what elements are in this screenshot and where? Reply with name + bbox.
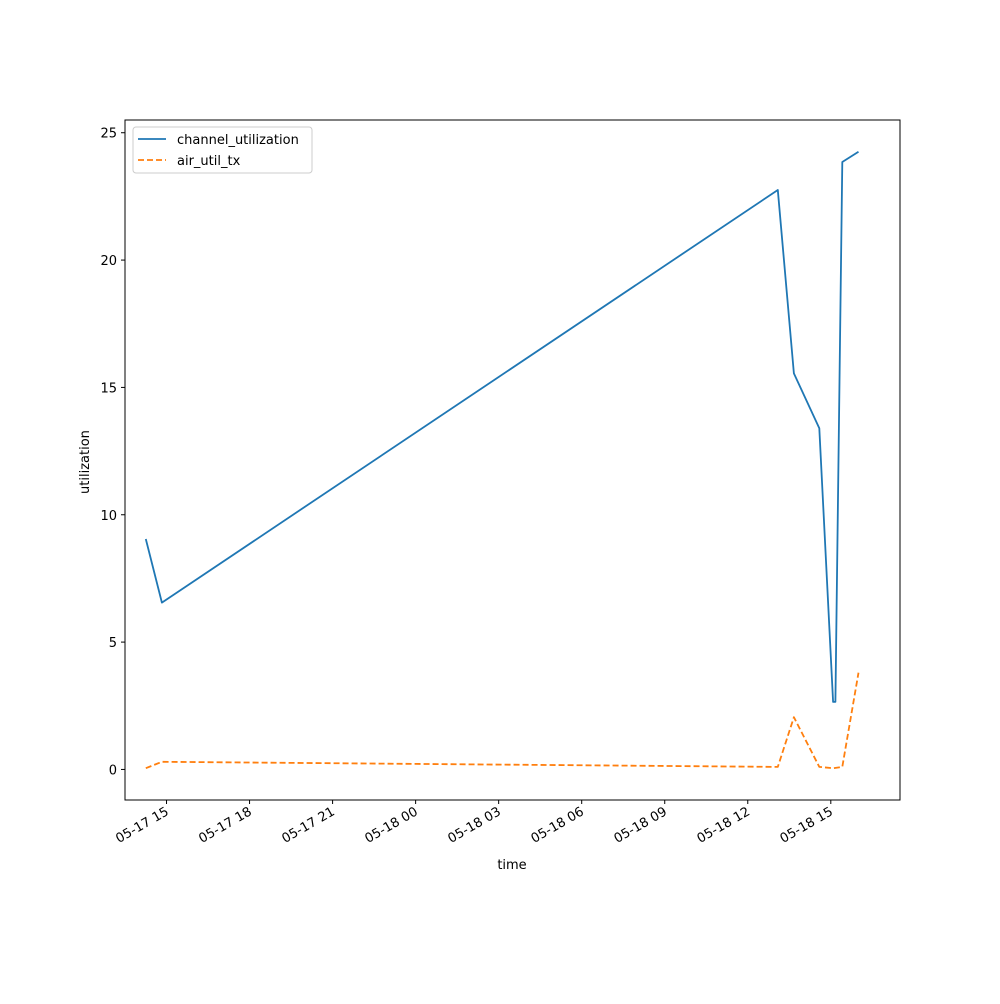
y-tick-label: 15 [100,381,117,396]
legend: channel_utilization air_util_tx [133,127,312,173]
y-tick-label: 25 [100,127,117,142]
y-tick-label: 10 [100,509,117,524]
y-axis-label: utilization [78,430,93,494]
y-tick-label: 0 [109,763,117,778]
legend-label: channel_utilization [177,133,299,148]
y-tick-label: 5 [109,636,117,651]
legend-label: air_util_tx [177,154,241,169]
x-axis-label: time [497,858,526,873]
y-tick-label: 20 [100,254,117,269]
